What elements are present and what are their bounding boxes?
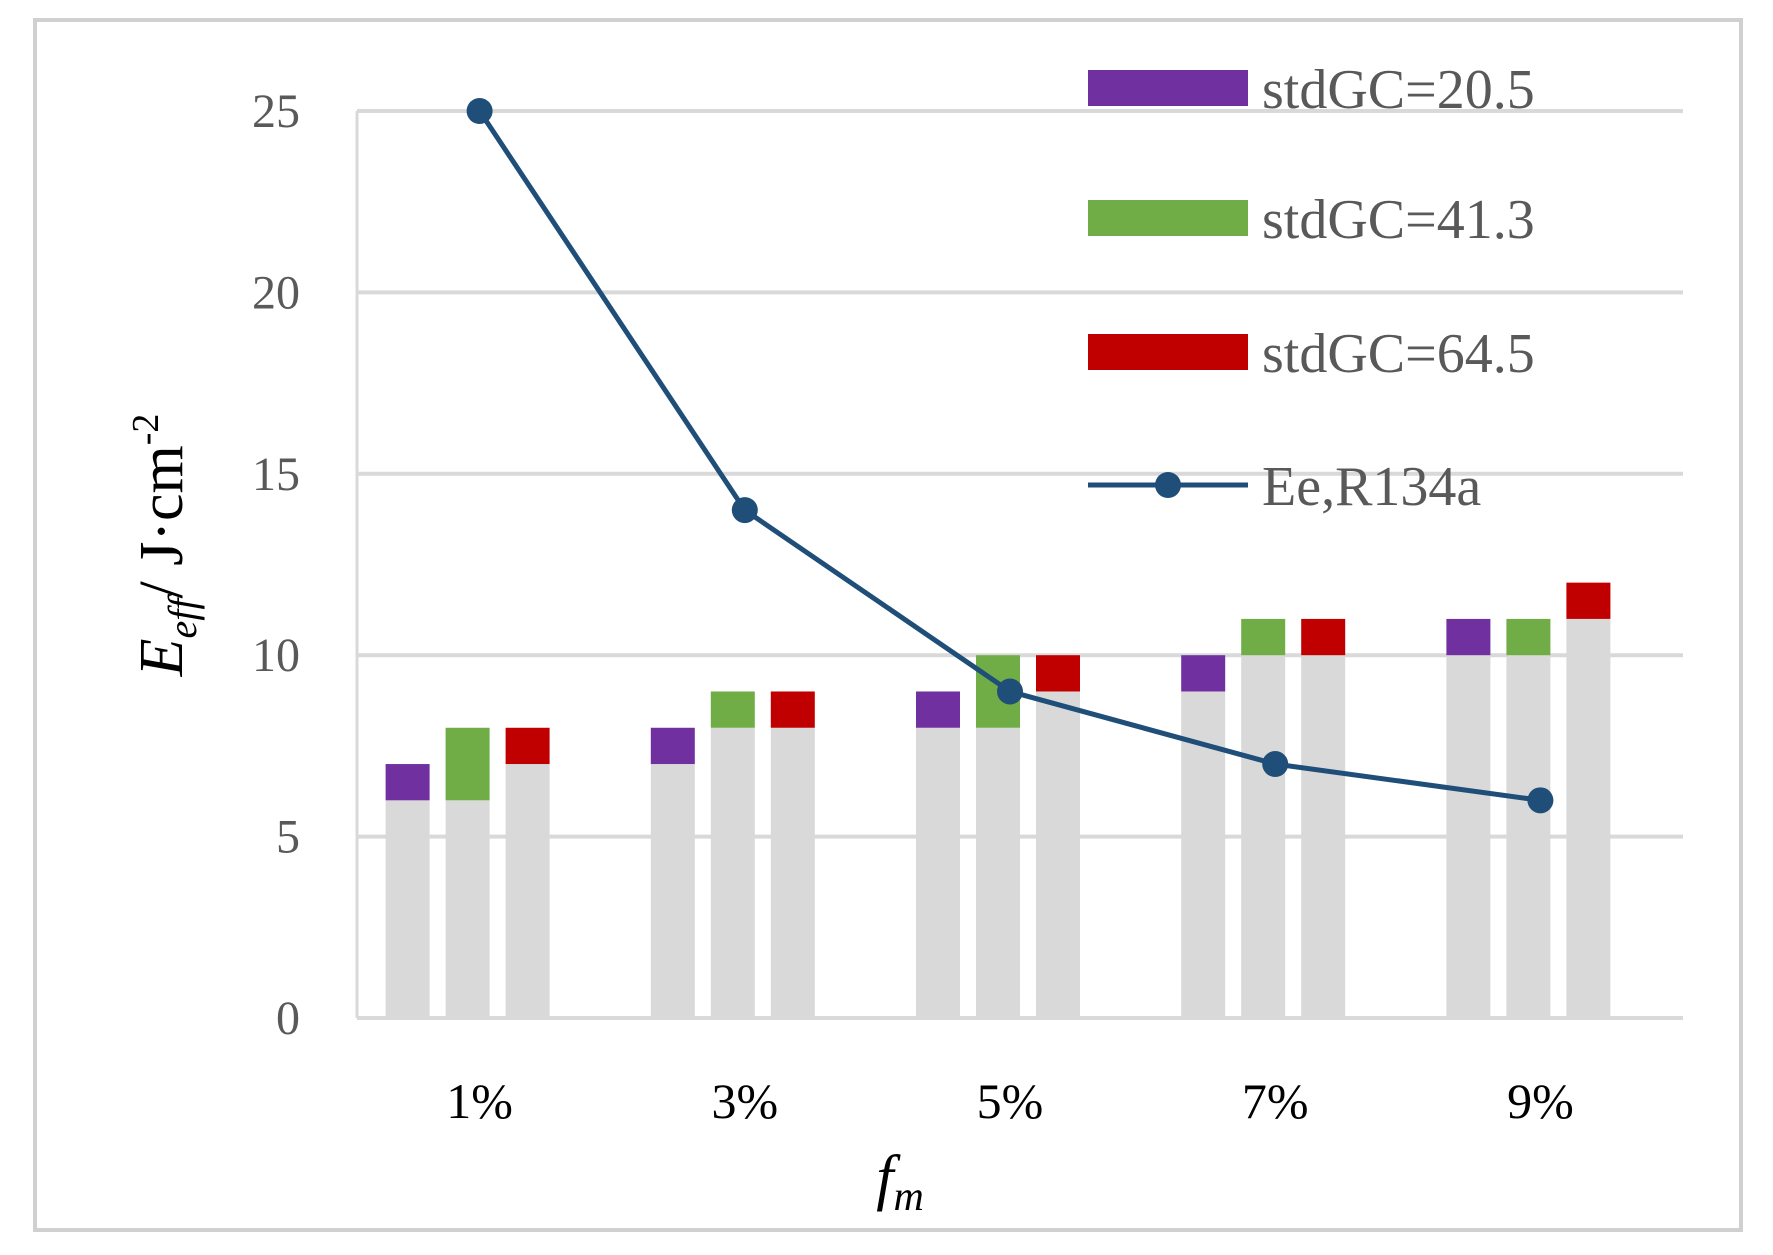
legend-swatch xyxy=(1088,200,1248,236)
bar-segment xyxy=(385,764,430,801)
legend-marker xyxy=(1155,472,1181,498)
bar-base xyxy=(445,800,490,1018)
bar-segment xyxy=(1036,655,1080,692)
y-tick-label: 20 xyxy=(252,266,300,319)
bar-segment xyxy=(650,727,695,765)
line-marker xyxy=(1262,751,1289,778)
bar-base xyxy=(650,764,695,1018)
x-tick-label: 9% xyxy=(1507,1073,1574,1129)
y-tick-label: 25 xyxy=(252,85,300,138)
bar-base xyxy=(916,727,960,1018)
y-tick-label: 15 xyxy=(252,448,300,501)
x-axis-title: fm xyxy=(876,1144,924,1220)
bar-segment xyxy=(1566,582,1611,619)
bar-segment xyxy=(1241,618,1286,656)
bar-base xyxy=(1446,655,1491,1018)
bar-base xyxy=(505,764,550,1018)
bar-segment xyxy=(1301,618,1346,656)
bar-base xyxy=(1506,655,1551,1018)
x-tick-label: 3% xyxy=(711,1073,778,1129)
bar-base xyxy=(1241,655,1286,1018)
bar-segment xyxy=(1506,618,1551,656)
bar-base xyxy=(710,727,755,1018)
bar-segment xyxy=(445,727,490,801)
y-axis-title-main: E xyxy=(128,639,196,678)
x-tick-label: 5% xyxy=(977,1073,1044,1129)
bar-base xyxy=(1566,618,1611,1018)
bar-segment xyxy=(1181,655,1226,692)
bar-segment xyxy=(1446,618,1491,656)
legend-label: stdGC=64.5 xyxy=(1262,323,1535,385)
y-axis-title-unit: / J·cm xyxy=(128,445,196,598)
y-axis-title: Eeff/ J·cm-2 xyxy=(125,414,205,678)
bar-segment xyxy=(770,691,815,728)
y-tick-label: 10 xyxy=(252,629,300,682)
bar-base xyxy=(385,800,430,1018)
x-tick-label: 7% xyxy=(1242,1073,1309,1129)
legend-label: stdGC=20.5 xyxy=(1262,59,1535,121)
y-tick-label: 5 xyxy=(276,811,300,864)
bar-base xyxy=(1301,655,1346,1018)
x-tick-label: 1% xyxy=(446,1073,513,1129)
bar-segment xyxy=(916,691,960,728)
legend: stdGC=20.5 stdGC=41.3 stdGC=64.5 Ee,R134a xyxy=(1088,59,1535,518)
line-marker xyxy=(466,98,493,124)
axes: 0 5 10 15 20 25 1% 3% 5% 7% 9% xyxy=(252,85,1683,1129)
bar-base xyxy=(770,727,815,1018)
bar-base xyxy=(1036,691,1080,1018)
y-axis-title-sub: eff xyxy=(160,594,205,639)
legend-label: stdGC=41.3 xyxy=(1262,189,1535,251)
bar-segment xyxy=(505,727,550,765)
legend-swatch xyxy=(1088,70,1248,106)
line-marker xyxy=(997,678,1023,705)
bars xyxy=(385,582,1611,1018)
x-axis-title-sub: m xyxy=(893,1174,923,1220)
line-series xyxy=(466,98,1554,814)
legend-swatch xyxy=(1088,334,1248,370)
legend-label: Ee,R134a xyxy=(1262,456,1481,518)
line-marker xyxy=(1527,787,1554,814)
y-axis-title-sup: -2 xyxy=(125,414,167,446)
line-marker xyxy=(731,497,758,524)
bar-segment xyxy=(710,691,755,728)
bar-base xyxy=(976,727,1020,1018)
y-tick-label: 0 xyxy=(276,992,300,1045)
